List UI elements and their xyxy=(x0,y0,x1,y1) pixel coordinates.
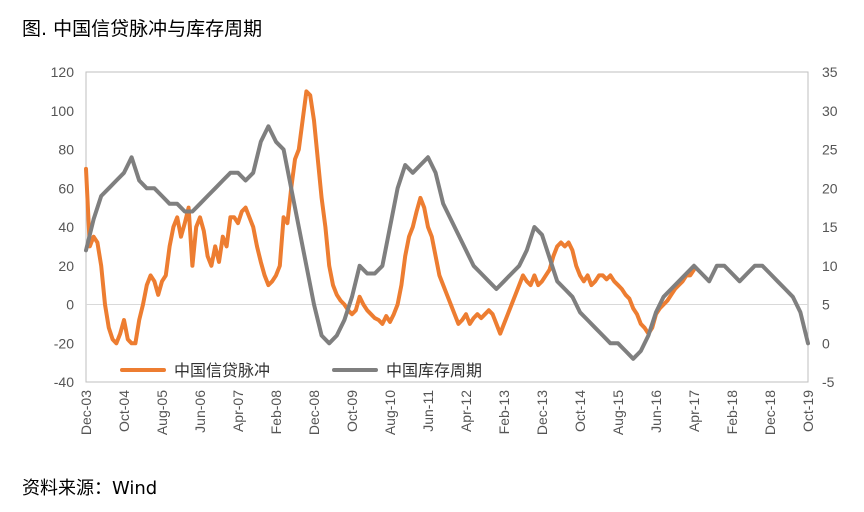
y-right-tick-label: 25 xyxy=(822,142,838,158)
chart-axes: -40 -20 0 20 40 60 80 100 120 -5 0 5 10 15 20 25 30 35 Dec… xyxy=(51,64,838,435)
x-tick-label: Oct-09 xyxy=(344,390,360,432)
chart-grid xyxy=(85,71,809,383)
y-right-tick-label: 15 xyxy=(822,219,838,235)
y-right-tick-label: 35 xyxy=(822,64,838,80)
y-right-tick-label: 30 xyxy=(822,103,838,119)
x-tick-label: Jun-11 xyxy=(420,390,436,432)
plot-frame xyxy=(85,71,809,383)
series-line-2 xyxy=(84,124,810,361)
x-tick-label: Aug-10 xyxy=(382,390,398,435)
y-left-tick-label: 0 xyxy=(66,297,74,313)
y-left-tick-label: 100 xyxy=(51,103,75,119)
y-right-tick-label: 20 xyxy=(822,180,838,196)
y-left-tick-label: 80 xyxy=(58,142,74,158)
legend-label-1: 中国信贷脉冲 xyxy=(174,361,270,380)
x-tick-label: Dec-18 xyxy=(762,390,778,435)
y-left-tick-label: 40 xyxy=(58,219,74,235)
x-tick-label: Apr-07 xyxy=(230,390,246,432)
y-right-tick-label: 5 xyxy=(822,297,830,313)
x-tick-label: Apr-12 xyxy=(458,390,474,432)
y-left-tick-label: -40 xyxy=(54,374,74,390)
chart-legend: 中国信贷脉冲 中国库存周期 xyxy=(120,361,482,380)
y-right-tick-label: -5 xyxy=(822,374,835,390)
x-tick-label: Feb-08 xyxy=(268,390,284,435)
x-tick-label: Oct-04 xyxy=(116,390,132,432)
y-right-tick-label: 0 xyxy=(822,335,830,351)
x-tick-label: Jun-16 xyxy=(648,390,664,433)
x-tick-label: Dec-08 xyxy=(306,390,322,435)
y-left-tick-label: 120 xyxy=(51,64,75,80)
chart-series xyxy=(84,89,810,361)
y-left-tick-label: -20 xyxy=(54,335,74,351)
x-tick-label: Jun-06 xyxy=(192,390,208,433)
x-tick-label: Dec-13 xyxy=(534,390,550,435)
x-tick-label: Apr-17 xyxy=(686,390,702,432)
x-tick-label: Dec-03 xyxy=(78,390,94,435)
x-tick-label: Aug-15 xyxy=(610,390,626,435)
y-left-tick-label: 60 xyxy=(58,180,74,196)
legend-label-2: 中国库存周期 xyxy=(386,361,482,380)
x-tick-label: Oct-19 xyxy=(800,390,816,432)
x-tick-label: Aug-05 xyxy=(154,390,170,435)
y-left-tick-label: 20 xyxy=(58,258,74,274)
x-tick-label: Oct-14 xyxy=(572,390,588,432)
source-note: 资料来源：Wind xyxy=(22,478,158,499)
x-tick-label: Feb-18 xyxy=(724,390,740,435)
chart-title: 图. 中国信贷脉冲与库存周期 xyxy=(22,18,263,40)
x-tick-label: Feb-13 xyxy=(496,390,512,435)
y-right-tick-label: 10 xyxy=(822,258,838,274)
